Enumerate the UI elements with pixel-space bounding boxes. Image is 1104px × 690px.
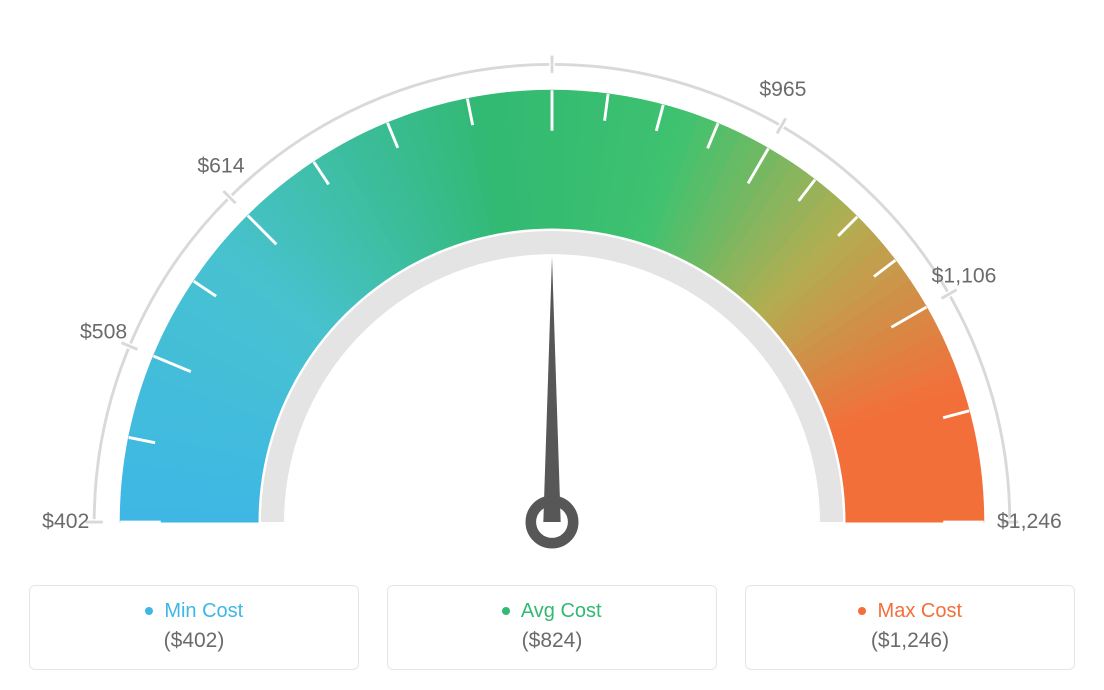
cost-gauge-chart: $402 $508 $614 $824 $965 $1,106 $1,246 Min Cos… bbox=[0, 0, 1104, 690]
legend-dot-min bbox=[145, 607, 153, 615]
gauge-area: $402 $508 $614 $824 $965 $1,106 $1,246 bbox=[20, 30, 1084, 590]
tick-label: $402 bbox=[42, 510, 89, 533]
tick-label: $1,106 bbox=[932, 265, 997, 288]
legend-row: Min Cost ($402) Avg Cost ($824) Max Cost… bbox=[20, 585, 1084, 670]
legend-label-max: Max Cost bbox=[878, 600, 962, 622]
legend-title-avg: Avg Cost bbox=[406, 600, 698, 623]
gauge-svg: $402 $508 $614 $824 $965 $1,106 $1,246 bbox=[20, 30, 1084, 590]
legend-dot-max bbox=[858, 607, 866, 615]
tick-label: $614 bbox=[197, 154, 244, 177]
legend-dot-avg bbox=[502, 607, 510, 615]
tick-label: $508 bbox=[80, 320, 127, 343]
legend-title-min: Min Cost bbox=[48, 600, 340, 623]
legend-card-min: Min Cost ($402) bbox=[29, 585, 359, 670]
legend-card-avg: Avg Cost ($824) bbox=[387, 585, 717, 670]
legend-value-max: ($1,246) bbox=[764, 629, 1056, 653]
tick-label: $824 bbox=[528, 30, 575, 31]
legend-title-max: Max Cost bbox=[764, 600, 1056, 623]
tick-label: $1,246 bbox=[997, 510, 1062, 533]
tick-label: $965 bbox=[759, 78, 806, 101]
legend-value-avg: ($824) bbox=[406, 629, 698, 653]
legend-card-max: Max Cost ($1,246) bbox=[745, 585, 1075, 670]
needle bbox=[543, 257, 560, 522]
legend-value-min: ($402) bbox=[48, 629, 340, 653]
legend-label-min: Min Cost bbox=[164, 600, 243, 622]
legend-label-avg: Avg Cost bbox=[521, 600, 602, 622]
